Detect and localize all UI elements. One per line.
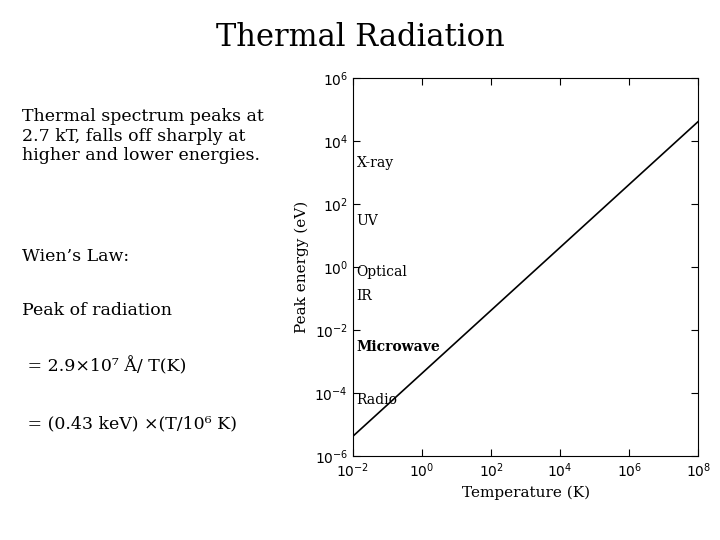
Text: UV: UV <box>356 214 379 228</box>
Text: X-ray: X-ray <box>356 156 394 170</box>
Text: = 2.9×10⁷ Å/ T(K): = 2.9×10⁷ Å/ T(K) <box>22 356 186 375</box>
Text: Thermal spectrum peaks at
2.7 kT, falls off sharply at
higher and lower energies: Thermal spectrum peaks at 2.7 kT, falls … <box>22 108 264 164</box>
Y-axis label: Peak energy (eV): Peak energy (eV) <box>294 201 309 333</box>
Text: Microwave: Microwave <box>356 340 441 354</box>
Text: IR: IR <box>356 289 372 303</box>
Text: = (0.43 keV) ×(T/10⁶ K): = (0.43 keV) ×(T/10⁶ K) <box>22 416 237 433</box>
Text: Thermal Radiation: Thermal Radiation <box>215 22 505 52</box>
Text: Optical: Optical <box>356 265 408 279</box>
Text: Radio: Radio <box>356 393 397 407</box>
Text: Peak of radiation: Peak of radiation <box>22 302 171 319</box>
X-axis label: Temperature (K): Temperature (K) <box>462 485 590 500</box>
Text: Wien’s Law:: Wien’s Law: <box>22 248 129 265</box>
